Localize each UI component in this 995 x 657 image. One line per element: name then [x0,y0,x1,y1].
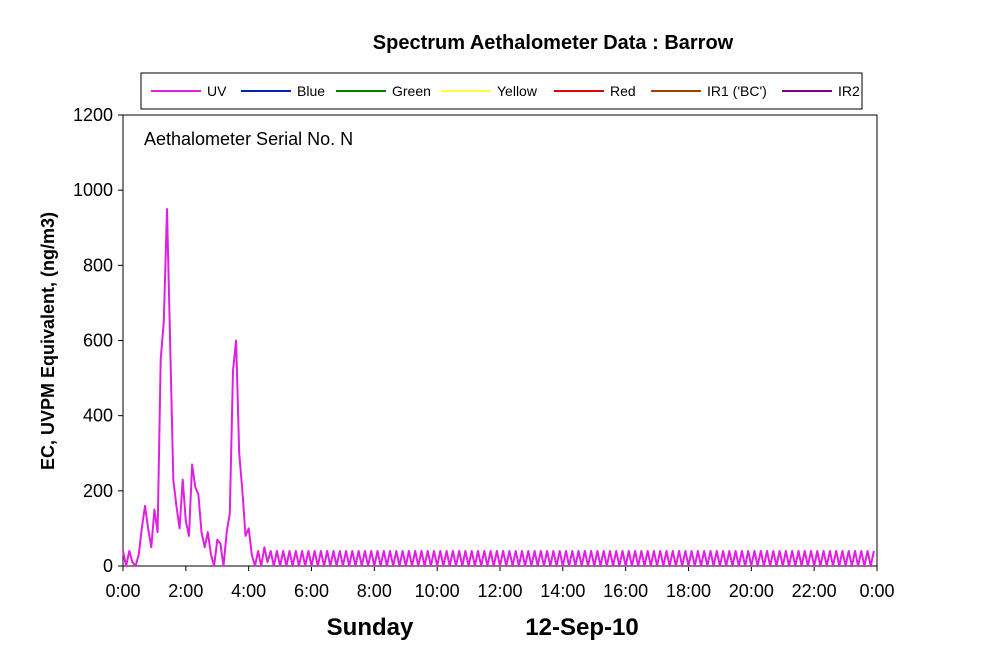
y-tick-label: 1200 [73,105,113,125]
x-tick-label: 20:00 [729,581,774,601]
y-axis: 0 200 400 600 800 1000 1200 [73,105,123,576]
legend-label-0: UV [207,83,227,99]
x-tick-label: 10:00 [415,581,460,601]
x-tick-label: 0:00 [859,581,894,601]
y-tick-label: 200 [83,481,113,501]
y-tick-label: 1000 [73,180,113,200]
y-axis-label: EC, UVPM Equivalent, (ng/m3) [38,212,58,470]
y-tick-label: 400 [83,406,113,426]
x-tick-label: 12:00 [477,581,522,601]
x-tick-label: 14:00 [540,581,585,601]
y-tick-label: 0 [103,556,113,576]
legend-label-5: IR1 ('BC') [707,83,767,99]
plot-area [122,114,878,567]
chart-title: Spectrum Aethalometer Data : Barrow [373,32,734,54]
x-tick-label: 0:00 [105,581,140,601]
x-tick-label: 16:00 [603,581,648,601]
legend-label-1: Blue [297,83,325,99]
x-tick-label: 18:00 [666,581,711,601]
x-tick-label: 6:00 [294,581,329,601]
y-tick-label: 600 [83,331,113,351]
footer-day: Sunday [327,614,414,641]
legend-label-6: IR2 [838,83,860,99]
series-line-0 [122,208,875,567]
chart-legend: UV Blue Green Yellow Red IR1 ('BC') IR2 [140,72,863,110]
legend-label-3: Yellow [497,83,538,99]
x-tick-label: 4:00 [231,581,266,601]
legend-label-2: Green [392,83,431,99]
x-tick-label: 8:00 [357,581,392,601]
footer-date: 12-Sep-10 [525,614,638,641]
x-tick-label: 2:00 [168,581,203,601]
x-axis: 0:00 2:00 4:00 6:00 8:00 10:00 12:00 14:00 16:00… [105,566,895,601]
legend-label-4: Red [610,83,636,99]
series-lines [122,208,875,567]
y-tick-label: 800 [83,255,113,275]
serial-annotation: Aethalometer Serial No. N [144,129,353,149]
x-tick-label: 22:00 [792,581,837,601]
